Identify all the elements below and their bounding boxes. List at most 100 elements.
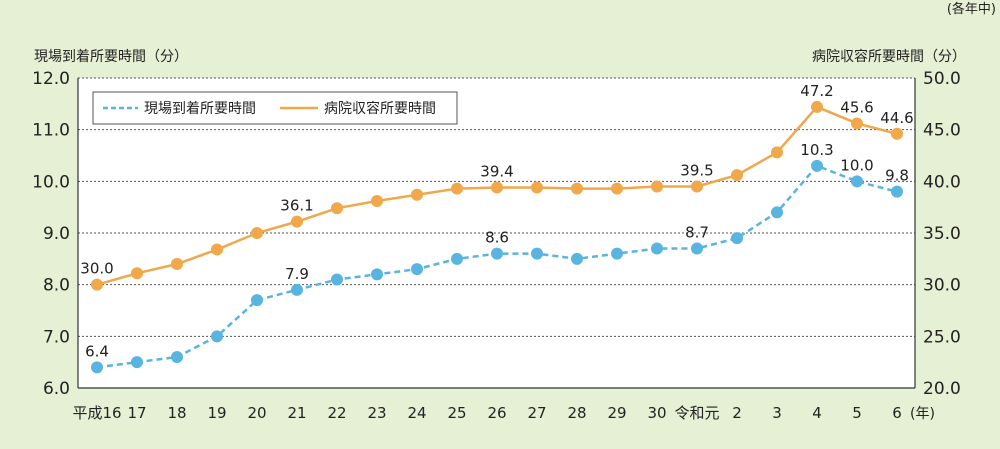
x-tick-label: 27 (527, 404, 546, 422)
data-label: 8.7 (685, 224, 709, 242)
data-point (411, 188, 423, 201)
data-label: 47.2 (800, 82, 833, 100)
data-label: 39.4 (480, 163, 513, 181)
data-label: 6.4 (85, 342, 109, 360)
x-tick-label: 19 (207, 404, 226, 422)
data-label: 30.0 (80, 260, 113, 278)
data-label: 7.9 (285, 265, 309, 283)
data-point (491, 181, 503, 194)
data-point (851, 117, 863, 130)
data-point (291, 283, 303, 296)
data-point (651, 242, 663, 255)
x-tick-label: 26 (487, 404, 506, 422)
x-tick-label: 17 (127, 404, 146, 422)
left-tick-label: 7.0 (43, 327, 70, 347)
data-point (371, 268, 383, 281)
unit-note: (各年中) (947, 1, 996, 17)
data-point (811, 159, 823, 172)
x-tick-label: 30 (647, 404, 666, 422)
data-point (171, 258, 183, 270)
right-axis-title: 病院収容所要時間（分） (812, 48, 966, 65)
left-tick-label: 12.0 (32, 69, 70, 89)
left-tick-label: 9.0 (43, 224, 70, 244)
x-tick-label: 21 (287, 404, 306, 422)
data-point (891, 185, 903, 198)
x-tick-label: 22 (327, 404, 346, 422)
data-label: 39.5 (680, 162, 713, 180)
data-point (571, 252, 583, 265)
data-point (611, 182, 623, 195)
data-label: 45.6 (840, 98, 873, 116)
data-point (171, 351, 183, 363)
data-label: 9.8 (885, 167, 909, 185)
data-point (331, 273, 343, 286)
legend-label-hospital: 病院収容所要時間 (324, 100, 436, 117)
x-tick-label: 20 (247, 404, 266, 422)
x-tick-label: 平成16 (72, 404, 121, 422)
data-label: 10.3 (800, 141, 833, 159)
right-tick-label: 30.0 (923, 276, 961, 296)
data-point (251, 227, 263, 239)
data-point (691, 180, 703, 193)
data-point (91, 361, 103, 374)
data-point (451, 252, 463, 265)
x-tick-label: 23 (367, 404, 386, 422)
x-tick-label: 2 (732, 404, 742, 422)
right-tick-label: 50.0 (923, 69, 961, 89)
legend-box (92, 91, 458, 125)
x-tick-label: 24 (407, 404, 426, 422)
data-point (491, 247, 503, 260)
data-point (731, 169, 743, 182)
data-point (571, 182, 583, 195)
data-point (451, 182, 463, 195)
data-point (771, 146, 783, 159)
data-point (851, 175, 863, 188)
x-tick-label: 5 (852, 404, 862, 422)
left-tick-label: 11.0 (32, 121, 70, 141)
data-point (211, 330, 223, 343)
data-point (411, 263, 423, 276)
x-axis-unit: (年) (910, 406, 935, 422)
data-point (131, 356, 143, 369)
x-tick-label: 令和元 (674, 404, 719, 422)
legend-label-arrival: 現場到着所要時間 (144, 101, 256, 117)
data-label: 8.6 (485, 229, 509, 247)
x-tick-label: 18 (167, 404, 186, 422)
data-point (691, 242, 703, 255)
legend: 現場到着所要時間 病院収容所要時間 (92, 91, 458, 125)
data-point (531, 181, 543, 194)
x-tick-label: 4 (812, 404, 822, 422)
right-tick-label: 45.0 (923, 121, 961, 141)
x-tick-label: 3 (772, 404, 782, 422)
data-point (371, 194, 383, 207)
data-point (531, 247, 543, 260)
right-tick-label: 40.0 (923, 172, 961, 192)
x-tick-label: 29 (607, 404, 626, 422)
data-label: 10.0 (840, 156, 873, 174)
data-point (131, 267, 143, 280)
right-tick-label: 20.0 (923, 379, 961, 399)
x-tick-label: 25 (447, 404, 466, 422)
data-point (611, 247, 623, 260)
data-point (331, 202, 343, 215)
data-label: 36.1 (280, 197, 313, 215)
x-tick-label: 28 (567, 404, 586, 422)
data-point (651, 180, 663, 193)
data-point (771, 206, 783, 219)
left-axis-title: 現場到着所要時間（分） (34, 49, 188, 65)
left-tick-label: 6.0 (43, 379, 70, 399)
x-tick-label: 6 (892, 404, 902, 422)
data-point (291, 215, 303, 228)
left-tick-label: 10.0 (32, 172, 70, 192)
left-tick-label: 8.0 (43, 276, 70, 296)
right-tick-label: 35.0 (923, 224, 961, 244)
data-label: 44.6 (880, 109, 913, 127)
data-point (811, 100, 823, 113)
data-point (731, 232, 743, 245)
data-point (91, 278, 103, 291)
data-point (251, 294, 263, 307)
data-point (891, 127, 903, 140)
right-tick-label: 25.0 (923, 327, 961, 347)
data-point (211, 243, 223, 256)
